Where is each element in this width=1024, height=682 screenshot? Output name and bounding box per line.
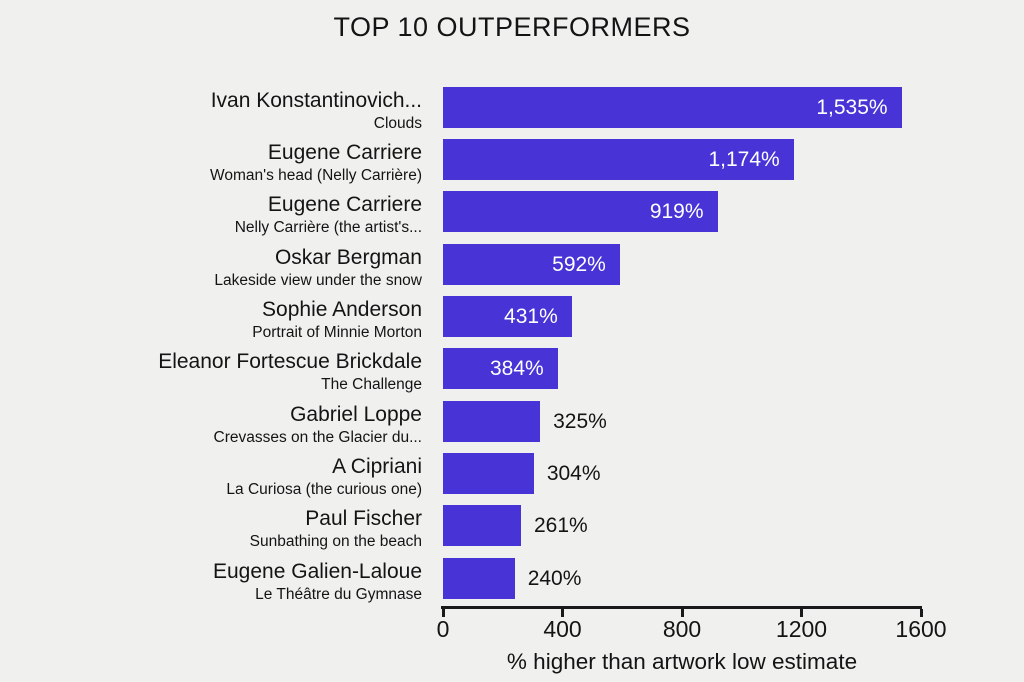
bar-value-label: 592% [552, 252, 606, 276]
artist-name: Eugene Galien-Laloue [213, 559, 422, 583]
bar-value-label: 240% [527, 566, 582, 590]
chart-title: TOP 10 OUTPERFORMERS [333, 12, 691, 42]
artwork-title: Woman's head (Nelly Carrière) [210, 166, 422, 184]
artwork-title: Portrait of Minnie Morton [252, 323, 422, 341]
row-label: Eleanor Fortescue Brickdale The Challenge [0, 350, 422, 394]
x-axis-tick [441, 609, 445, 617]
artist-name: Eleanor Fortescue Brickdale [158, 350, 422, 374]
bar [443, 400, 541, 442]
artwork-title: Crevasses on the Glacier du... [213, 428, 423, 446]
artist-name: Oskar Bergman [274, 245, 422, 269]
artwork-title: Sunbathing on the beach [249, 533, 422, 551]
x-axis-tick-label: 400 [543, 616, 582, 642]
bar [443, 505, 521, 547]
artist-name: Ivan Konstantinovich... [210, 88, 422, 112]
bar [443, 452, 534, 494]
x-axis-line [441, 606, 922, 609]
artist-name: Paul Fischer [305, 507, 422, 531]
row-label: Eugene Carriere Nelly Carrière (the artis… [0, 193, 422, 237]
row-label: Gabriel Loppe Crevasses on the Glacier du… [0, 402, 423, 447]
bar [443, 191, 718, 233]
bar-value-label: 919% [649, 200, 704, 224]
artwork-title: Clouds [373, 114, 422, 132]
bar-value-label: 261% [533, 514, 588, 538]
row-label: Oskar Bergman Lakeside view under the sno… [0, 246, 422, 290]
row-label: Eugene Carriere Woman's head (Nelly Carri… [0, 141, 422, 185]
bar-value-label: 1,174% [708, 147, 780, 171]
x-axis-label: % higher than artwork low estimate [506, 649, 858, 674]
artist-name: Eugene Carriere [267, 140, 422, 164]
x-axis-tick-label: 1200 [775, 616, 828, 642]
artwork-title: La Curiosa (the curious one) [226, 480, 422, 498]
artist-name: Sophie Anderson [262, 297, 422, 321]
bar [443, 86, 902, 128]
bar [443, 138, 794, 180]
bar-value-label: 431% [504, 304, 558, 328]
bar-value-label: 304% [546, 461, 601, 485]
artwork-title: Le Théâtre du Gymnase [255, 585, 422, 603]
bar [443, 243, 620, 285]
row-label: Ivan Konstantinovich... Clouds [0, 89, 422, 133]
row-label: Paul Fischer Sunbathing on the beach [0, 507, 422, 551]
x-axis-tick-label: 800 [662, 616, 702, 642]
artwork-title: The Challenge [321, 376, 422, 394]
bar [443, 557, 515, 599]
x-axis-tick [561, 609, 564, 617]
artist-name: Gabriel Loppe [290, 402, 422, 426]
artwork-title: Lakeside view under the snow [214, 271, 422, 289]
x-axis-tick-label: 1600 [895, 616, 947, 642]
row-label: Eugene Galien-Laloue Le Théâtre du Gymnas… [0, 560, 422, 604]
row-label: Sophie Anderson Portrait of Minnie Morton [0, 298, 422, 342]
row-label: A Cipriani La Curiosa (the curious one) [0, 455, 422, 499]
x-axis-tick [919, 609, 923, 617]
x-axis-tick-label: 0 [436, 616, 450, 642]
bar-value-label: 384% [490, 357, 544, 381]
artist-name: A Cipriani [332, 454, 422, 478]
artist-name: Eugene Carriere [267, 193, 422, 217]
artwork-title: Nelly Carrière (the artist's... [234, 219, 422, 237]
bar-value-label: 1,535% [816, 95, 888, 119]
bar [443, 348, 558, 390]
x-axis-tick [800, 609, 803, 617]
bar [443, 295, 572, 337]
bar-value-label: 325% [553, 409, 607, 433]
x-axis-tick [680, 609, 684, 617]
